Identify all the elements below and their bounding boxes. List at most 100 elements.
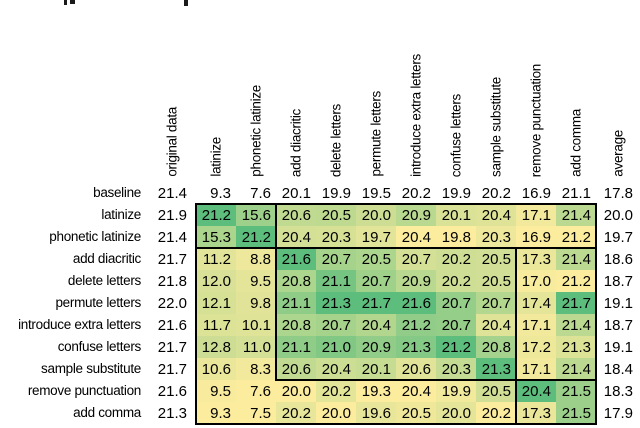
cell-heat: 20.1 (436, 204, 476, 226)
cell-heat: 20.7 (476, 292, 516, 314)
cell-heat: 19.3 (356, 380, 396, 402)
cell-average: 19.7 (603, 228, 633, 246)
cell-heat: 21.2 (556, 270, 596, 292)
cell-average: 20.0 (603, 206, 633, 224)
cell-heat: 20.3 (316, 226, 356, 248)
cell-heat: 21.3 (316, 292, 356, 314)
cell-heat: 20.7 (316, 248, 356, 270)
cell-average: 17.9 (603, 404, 633, 422)
cell-heat: 21.7 (356, 292, 396, 314)
cell-heat: 20.1 (281, 184, 311, 202)
cell-heat: 20.9 (396, 270, 436, 292)
cell-heat: 9.3 (210, 184, 231, 202)
cell-heat: 21.2 (396, 314, 436, 336)
cell-heat: 20.5 (476, 270, 516, 292)
cell-average: 18.4 (603, 360, 633, 378)
cell-average: 18.7 (603, 272, 633, 290)
cell-heat: 20.4 (356, 314, 396, 336)
cell-heat: 20.6 (396, 358, 436, 380)
cell-heat: 7.6 (250, 184, 271, 202)
cell-original-data: 21.7 (157, 338, 187, 356)
cell-heat: 20.4 (396, 380, 436, 402)
cell-heat: 21.4 (556, 314, 596, 336)
cell-heat: 20.4 (476, 204, 516, 226)
row-label: baseline (93, 185, 141, 201)
cell-heat: 21.3 (556, 336, 596, 358)
column-header: sample substitute (488, 77, 504, 177)
cell-heat: 21.5 (556, 402, 596, 424)
cell-heat: 21.1 (276, 292, 316, 314)
cell-average: 18.6 (603, 250, 633, 268)
column-header-cell: sample substitute (476, 0, 516, 182)
cell-heat: 19.9 (441, 184, 471, 202)
cell-original-data: 21.6 (157, 382, 187, 400)
column-header-cell: delete letters (316, 0, 356, 182)
cell-heat: 20.8 (276, 314, 316, 336)
row-label: phonetic latinize (49, 229, 141, 245)
cell-heat: 21.4 (556, 248, 596, 270)
cell-heat: 20.2 (436, 270, 476, 292)
row-label: confuse letters (57, 339, 142, 355)
cell-heat: 20.5 (476, 380, 516, 402)
cell-original-data: 21.7 (157, 250, 187, 268)
column-header-cell: introduce extra letters (396, 0, 436, 182)
cell-heat: 21.5 (556, 380, 596, 402)
cell-heat: 21.4 (556, 204, 596, 226)
cell-heat: 15.3 (196, 226, 236, 248)
cell-original-data: 21.4 (157, 228, 187, 246)
cell-heat: 19.7 (356, 226, 396, 248)
column-header-cell: latinize (196, 0, 236, 182)
cell-heat: 20.0 (316, 402, 356, 424)
cell-average: 18.3 (603, 382, 633, 400)
row-label: permute letters (55, 295, 141, 311)
cell-heat: 20.7 (436, 314, 476, 336)
column-header: delete letters (328, 103, 344, 177)
cell-heat: 7.6 (236, 380, 276, 402)
cell-heat: 20.5 (476, 248, 516, 270)
cropped-caption-fragment (184, 0, 188, 6)
column-header: confuse letters (448, 93, 464, 177)
cell-heat: 21.2 (236, 226, 276, 248)
cell-heat: 11.7 (196, 314, 236, 336)
cell-heat: 20.6 (276, 358, 316, 380)
cell-heat: 20.8 (476, 336, 516, 358)
cell-heat: 21.3 (396, 336, 436, 358)
row-label: sample substitute (41, 361, 141, 377)
cell-heat: 20.2 (276, 402, 316, 424)
cell-heat: 21.2 (556, 226, 596, 248)
cell-heat: 21.1 (276, 336, 316, 358)
cell-heat: 21.6 (276, 248, 316, 270)
column-header: original data (164, 107, 180, 177)
cell-heat: 20.4 (476, 314, 516, 336)
cell-heat: 20.5 (316, 204, 356, 226)
cell-heat: 20.7 (316, 314, 356, 336)
cell-heat: 20.3 (436, 358, 476, 380)
row-label: remove punctuation (27, 383, 141, 399)
cell-heat: 17.1 (516, 358, 556, 380)
cell-heat: 9.5 (196, 380, 236, 402)
cell-heat: 17.4 (516, 292, 556, 314)
cell-heat: 9.3 (196, 402, 236, 424)
row-label: add comma (73, 405, 141, 421)
column-header: average (610, 130, 626, 177)
cell-heat: 17.0 (516, 270, 556, 292)
cell-heat: 19.9 (321, 184, 351, 202)
cell-heat: 17.2 (516, 336, 556, 358)
cropped-caption-fragment (64, 0, 67, 5)
column-header: permute letters (368, 91, 384, 177)
cell-heat: 20.9 (396, 204, 436, 226)
cell-original-data: 21.4 (157, 184, 187, 202)
cell-heat: 21.3 (476, 358, 516, 380)
cell-heat: 8.8 (236, 248, 276, 270)
cell-heat: 20.6 (276, 204, 316, 226)
cell-heat: 20.7 (436, 292, 476, 314)
cell-heat: 16.9 (516, 226, 556, 248)
cell-original-data: 21.7 (157, 360, 187, 378)
cell-heat: 20.2 (316, 380, 356, 402)
cell-heat: 19.9 (436, 380, 476, 402)
cell-heat: 20.0 (276, 380, 316, 402)
cell-heat: 11.0 (236, 336, 276, 358)
column-header: remove punctuation (528, 63, 544, 177)
cell-average: 19.1 (603, 294, 633, 312)
